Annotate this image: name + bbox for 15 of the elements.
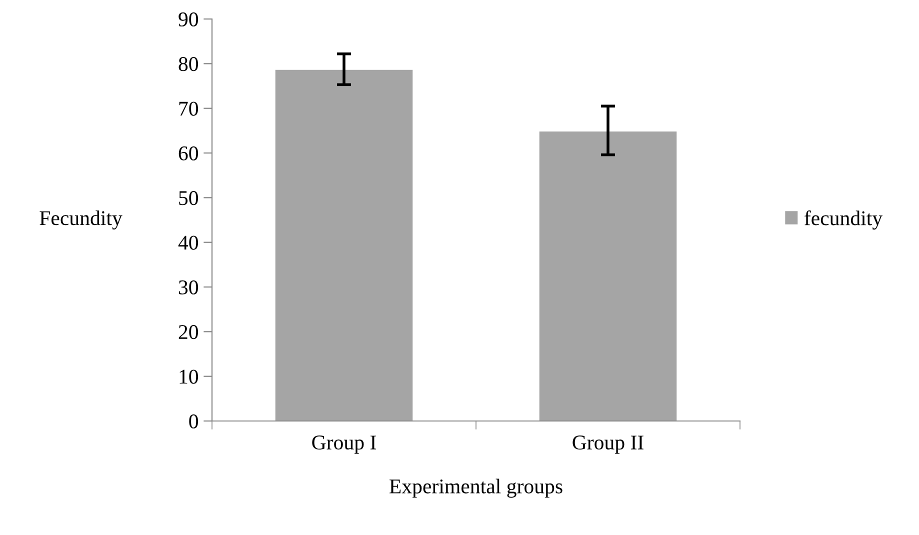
y-tick-label: 50 — [179, 191, 198, 206]
y-tick-label: 80 — [178, 57, 198, 72]
y-axis-title: Fecundity — [40, 210, 122, 230]
legend-label: fecundity — [804, 210, 882, 230]
y-tick-label: 70 — [179, 102, 198, 116]
y-tick-label: 60 — [178, 146, 198, 160]
y-tick-label: 30 — [178, 280, 198, 294]
x-tick-label: Group II — [572, 436, 644, 454]
y-tick-label: 40 — [178, 236, 198, 250]
y-tick-label: 20 — [178, 325, 198, 340]
x-axis-title: Experimental groups — [390, 478, 562, 498]
x-tick-label: Group I — [312, 436, 376, 454]
y-tick-label: 10 — [180, 370, 198, 384]
y-tick-label: 90 — [178, 12, 198, 26]
y-tick-label: 0 — [189, 414, 198, 428]
